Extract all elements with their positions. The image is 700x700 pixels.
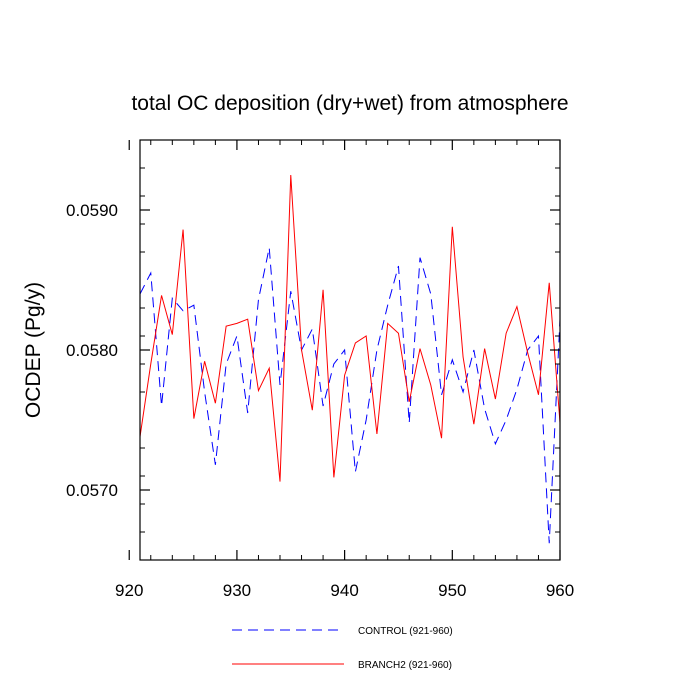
axis-ticks: 920 930 940 950 960 0.0570 0.0580 0.0590 — [66, 140, 574, 600]
x-tick-label: 940 — [330, 581, 358, 600]
legend-label-branch2: BRANCH2 (921-960) — [358, 660, 452, 671]
x-tick-label: 920 — [115, 581, 143, 600]
series-layer — [139, 174, 561, 544]
x-tick-label: 950 — [438, 581, 466, 600]
plot-frame — [139, 139, 561, 561]
x-tick-label: 960 — [546, 581, 574, 600]
chart-title: total OC deposition (dry+wet) from atmos… — [131, 92, 568, 115]
y-tick-label: 0.0570 — [66, 481, 118, 500]
legend-label-control: CONTROL (921-960) — [358, 626, 453, 637]
series-line-control — [139, 247, 561, 544]
y-tick-label: 0.0580 — [66, 341, 118, 360]
legend: CONTROL (921-960) BRANCH2 (921-960) — [232, 626, 453, 671]
series-line-branch2 — [139, 174, 561, 482]
x-tick-label: 930 — [223, 581, 251, 600]
y-tick-label: 0.0590 — [66, 201, 118, 220]
y-axis-label: OCDEP (Pg/y) — [22, 282, 45, 418]
